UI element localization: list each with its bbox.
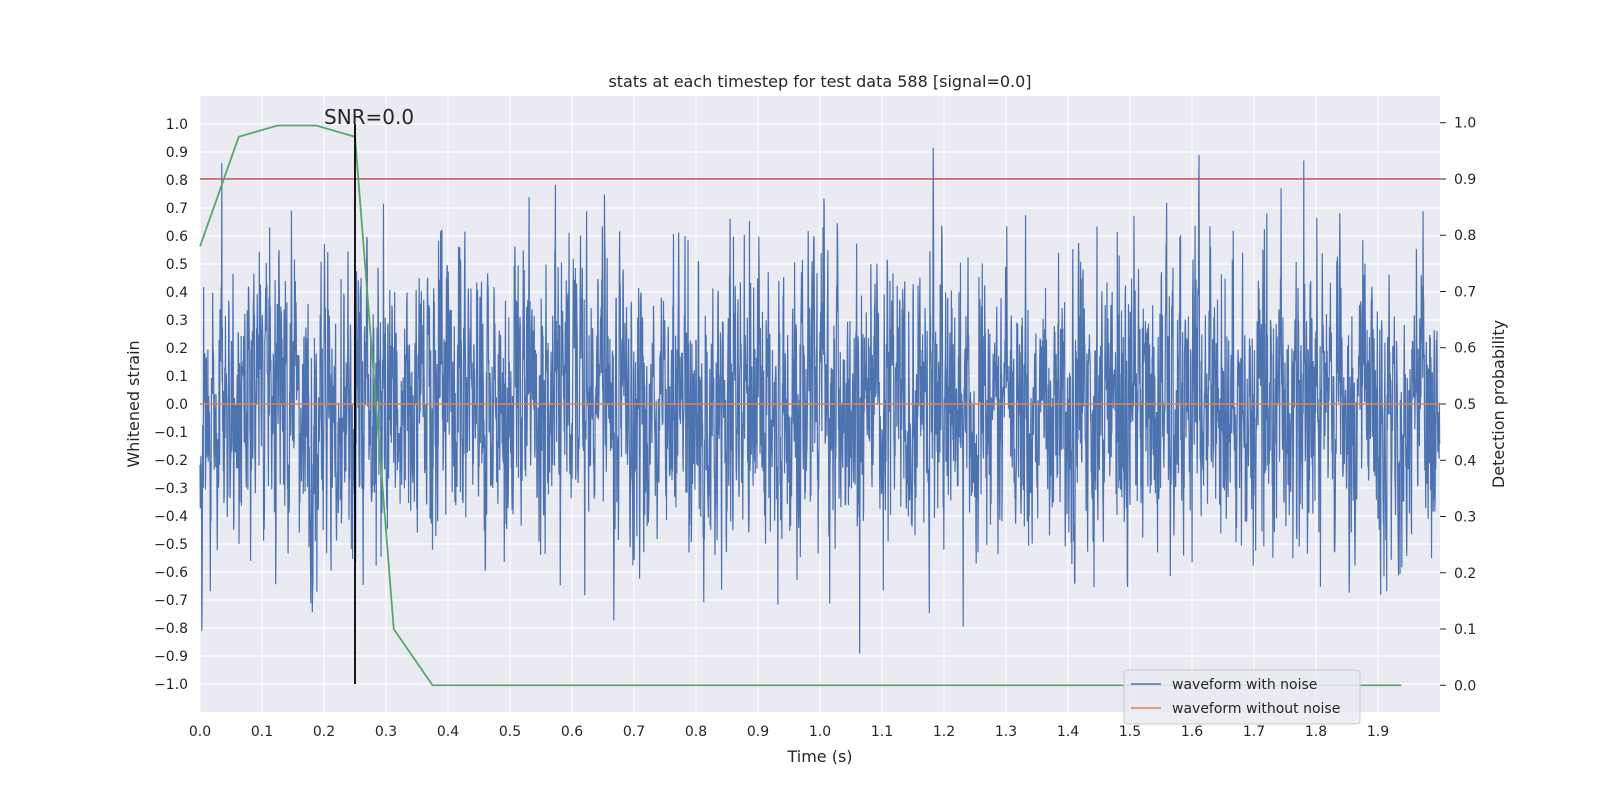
y-tick-label: 0.5 [166,257,188,273]
y-tick-label: −0.8 [154,621,188,637]
x-tick-label: 0.5 [499,724,521,740]
legend-label-noise: waveform with noise [1172,677,1317,693]
x-tick-label: 0.1 [251,724,273,740]
y2-tick-label: 0.2 [1454,566,1476,582]
y2-tick-label: 0.0 [1454,678,1476,694]
y-tick-label: −0.9 [154,649,188,665]
y2-axis-ticks: 1.0 0.9 0.8 0.7 0.6 0.5 0.4 0.3 0.2 0.1 0.0 [1440,116,1476,694]
y2-tick-label: 0.3 [1454,510,1476,526]
x-tick-label: 0.6 [561,724,583,740]
x-tick-label: 0.8 [685,724,707,740]
y-tick-label: 0.7 [166,201,188,217]
x-tick-label: 1.7 [1243,724,1265,740]
y-tick-label: 0.3 [166,313,188,329]
x-axis-ticks: 0.0 0.1 0.2 0.3 0.4 0.5 0.6 0.7 0.8 0.9 1.0 1.1 1.2 1… [189,724,1389,740]
snr-annotation: SNR=0.0 [324,105,414,129]
y-tick-label: 1.0 [166,117,188,133]
x-tick-label: 0.7 [623,724,645,740]
y-tick-label: −0.2 [154,453,188,469]
legend: waveform with noise waveform without noi… [1123,669,1361,725]
series-waveform-with-noise [199,147,1441,654]
chart-title: stats at each timestep for test data 588… [608,72,1031,91]
y-tick-label: 0.0 [166,397,188,413]
x-tick-label: 0.2 [313,724,335,740]
x-tick-label: 1.1 [871,724,893,740]
y2-tick-label: 0.1 [1454,622,1476,638]
y2-tick-label: 0.9 [1454,172,1476,188]
y-tick-label: 0.1 [166,369,188,385]
x-axis-label: Time (s) [786,747,852,766]
y-tick-label: −0.6 [154,565,188,581]
y2-tick-label: 0.7 [1454,284,1476,300]
x-tick-label: 1.4 [1057,724,1079,740]
legend-label-clean: waveform without noise [1172,701,1340,717]
y2-tick-label: 0.4 [1454,453,1476,469]
y-axis-label: Whitened strain [124,340,143,467]
y2-tick-label: 0.5 [1454,397,1476,413]
y-tick-label: 0.2 [166,341,188,357]
x-tick-label: 0.0 [189,724,211,740]
y-tick-label: −0.5 [154,537,188,553]
y-tick-label: 0.6 [166,229,188,245]
x-tick-label: 0.3 [375,724,397,740]
y-tick-label: −0.7 [154,593,188,609]
x-tick-label: 1.9 [1367,724,1389,740]
y-tick-label: −0.1 [154,425,188,441]
y2-axis-label: Detection probability [1489,320,1508,488]
y2-tick-label: 0.8 [1454,228,1476,244]
x-tick-label: 1.3 [995,724,1017,740]
y-axis-ticks: 1.0 0.9 0.8 0.7 0.6 0.5 0.4 0.3 0.2 0.1 0.0 −0.1 −0.… [154,117,188,693]
x-tick-label: 1.5 [1119,724,1141,740]
x-tick-label: 0.4 [437,724,459,740]
x-tick-label: 1.0 [809,724,831,740]
y-tick-label: 0.4 [166,285,188,301]
y-tick-label: 0.9 [166,145,188,161]
y2-tick-label: 0.6 [1454,341,1476,357]
x-tick-label: 1.8 [1305,724,1327,740]
x-tick-label: 0.9 [747,724,769,740]
y-tick-label: −1.0 [154,677,188,693]
y-tick-label: −0.4 [154,509,188,525]
x-tick-label: 1.2 [933,724,955,740]
y-tick-label: 0.8 [166,173,188,189]
y2-tick-label: 1.0 [1454,116,1476,132]
y-tick-label: −0.3 [154,481,188,497]
legend-box [1123,669,1361,725]
x-tick-label: 1.6 [1181,724,1203,740]
